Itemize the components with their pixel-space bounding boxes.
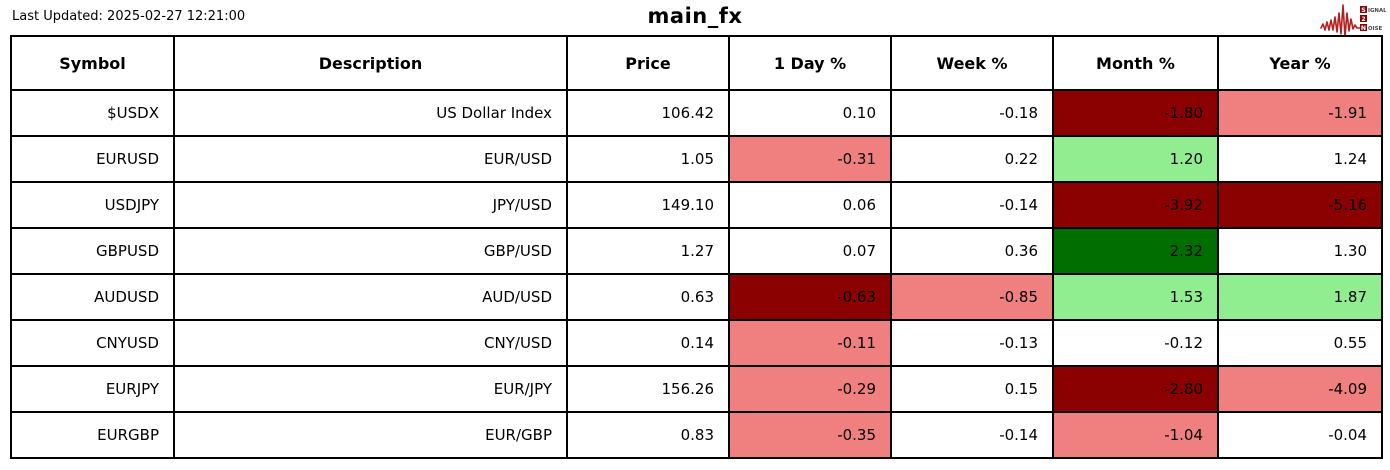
cell-year: 1.30: [1217, 227, 1383, 275]
cell-week: -0.85: [890, 273, 1054, 321]
cell-description: AUD/USD: [173, 273, 568, 321]
cell-week: -0.14: [890, 181, 1054, 229]
cell-price: 1.27: [566, 227, 730, 275]
table-row-gbpusd: GBPUSD GBP/USD 1.27 0.07 0.36 2.32 1.30: [10, 227, 1383, 275]
col-header-week: Week %: [890, 35, 1054, 91]
last-updated-text: Last Updated: 2025-02-27 12:21:00: [12, 9, 246, 24]
cell-year: 0.55: [1217, 319, 1383, 367]
cell-symbol: CNYUSD: [10, 319, 175, 367]
logo-digit-2: 2: [1361, 16, 1365, 23]
cell-description: GBP/USD: [173, 227, 568, 275]
cell-price: 149.10: [566, 181, 730, 229]
cell-week: -0.14: [890, 411, 1054, 459]
table-row-usdx: $USDX US Dollar Index 106.42 0.10 -0.18 …: [10, 89, 1383, 137]
cell-week: 0.22: [890, 135, 1054, 183]
cell-month: -3.92: [1052, 181, 1219, 229]
cell-price: 0.14: [566, 319, 730, 367]
col-header-month: Month %: [1052, 35, 1219, 91]
cell-week: -0.18: [890, 89, 1054, 137]
cell-price: 0.83: [566, 411, 730, 459]
cell-year: 1.24: [1217, 135, 1383, 183]
cell-description: CNY/USD: [173, 319, 568, 367]
cell-description: EUR/JPY: [173, 365, 568, 413]
cell-year: -1.91: [1217, 89, 1383, 137]
cell-month: -1.80: [1052, 89, 1219, 137]
col-header-symbol: Symbol: [10, 35, 175, 91]
cell-1day: -0.29: [728, 365, 892, 413]
cell-1day: -0.35: [728, 411, 892, 459]
table-row-audusd: AUDUSD AUD/USD 0.63 -0.63 -0.85 1.53 1.8…: [10, 273, 1383, 321]
fx-table-body: $USDX US Dollar Index 106.42 0.10 -0.18 …: [10, 89, 1383, 459]
table-row-eurjpy: EURJPY EUR/JPY 156.26 -0.29 0.15 -2.80 -…: [10, 365, 1383, 413]
fx-table-header: Symbol Description Price 1 Day % Week % …: [10, 35, 1383, 91]
col-header-description: Description: [173, 35, 568, 91]
col-header-1day: 1 Day %: [728, 35, 892, 91]
cell-symbol: EURUSD: [10, 135, 175, 183]
fx-table: Symbol Description Price 1 Day % Week % …: [10, 35, 1383, 459]
cell-year: 1.87: [1217, 273, 1383, 321]
cell-month: -0.12: [1052, 319, 1219, 367]
table-row-usdjpy: USDJPY JPY/USD 149.10 0.06 -0.14 -3.92 -…: [10, 181, 1383, 229]
cell-symbol: GBPUSD: [10, 227, 175, 275]
cell-price: 156.26: [566, 365, 730, 413]
signal2noise-logo: S IGNAL 2 N OISE: [1320, 4, 1386, 38]
cell-year: -4.09: [1217, 365, 1383, 413]
cell-week: 0.36: [890, 227, 1054, 275]
table-row-eurusd: EURUSD EUR/USD 1.05 -0.31 0.22 1.20 1.24: [10, 135, 1383, 183]
cell-description: JPY/USD: [173, 181, 568, 229]
logo-letter-n: N: [1361, 25, 1366, 32]
cell-price: 0.63: [566, 273, 730, 321]
cell-description: EUR/GBP: [173, 411, 568, 459]
col-header-year: Year %: [1217, 35, 1383, 91]
cell-price: 106.42: [566, 89, 730, 137]
cell-1day: -0.63: [728, 273, 892, 321]
cell-year: -5.16: [1217, 181, 1383, 229]
cell-symbol: EURJPY: [10, 365, 175, 413]
cell-description: EUR/USD: [173, 135, 568, 183]
cell-symbol: EURGBP: [10, 411, 175, 459]
col-header-price: Price: [566, 35, 730, 91]
cell-month: 1.53: [1052, 273, 1219, 321]
page-title: main_fx: [647, 4, 743, 28]
cell-1day: -0.31: [728, 135, 892, 183]
logo-waveform-icon: [1320, 4, 1361, 38]
table-row-eurgbp: EURGBP EUR/GBP 0.83 -0.35 -0.14 -1.04 -0…: [10, 411, 1383, 459]
cell-1day: 0.06: [728, 181, 892, 229]
header-row: Symbol Description Price 1 Day % Week % …: [10, 35, 1383, 91]
logo-text: S IGNAL 2 N OISE: [1360, 6, 1386, 32]
cell-symbol: USDJPY: [10, 181, 175, 229]
cell-symbol: AUDUSD: [10, 273, 175, 321]
cell-month: -1.04: [1052, 411, 1219, 459]
cell-month: -2.80: [1052, 365, 1219, 413]
cell-month: 2.32: [1052, 227, 1219, 275]
logo-word-oise: OISE: [1368, 26, 1382, 32]
table-row-cnyusd: CNYUSD CNY/USD 0.14 -0.11 -0.13 -0.12 0.…: [10, 319, 1383, 367]
cell-1day: -0.11: [728, 319, 892, 367]
cell-week: -0.13: [890, 319, 1054, 367]
cell-price: 1.05: [566, 135, 730, 183]
logo-letter-s: S: [1361, 7, 1365, 14]
cell-1day: 0.07: [728, 227, 892, 275]
cell-year: -0.04: [1217, 411, 1383, 459]
cell-symbol: $USDX: [10, 89, 175, 137]
cell-week: 0.15: [890, 365, 1054, 413]
cell-1day: 0.10: [728, 89, 892, 137]
cell-month: 1.20: [1052, 135, 1219, 183]
cell-description: US Dollar Index: [173, 89, 568, 137]
logo-word-ignal: IGNAL: [1368, 8, 1386, 14]
